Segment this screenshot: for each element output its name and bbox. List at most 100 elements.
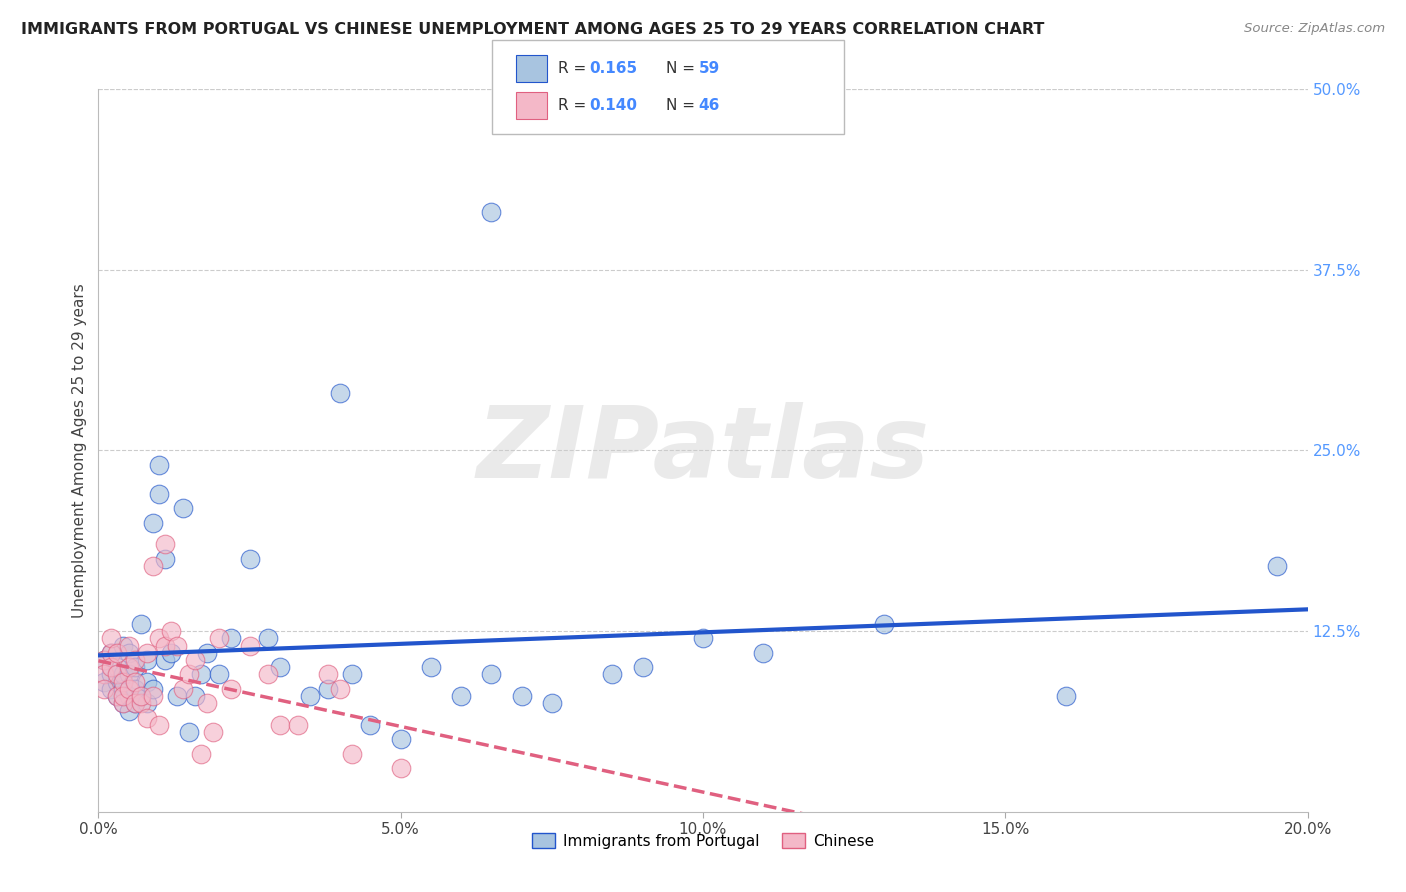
Point xyxy=(105,660,128,674)
Point xyxy=(135,653,157,667)
Point xyxy=(269,718,291,732)
Point xyxy=(195,696,218,710)
Point xyxy=(100,646,122,660)
Point xyxy=(329,385,352,400)
Point xyxy=(111,639,134,653)
Text: Source: ZipAtlas.com: Source: ZipAtlas.com xyxy=(1244,22,1385,36)
Point xyxy=(221,681,243,696)
Point xyxy=(1267,559,1289,574)
Text: N =: N = xyxy=(666,61,700,76)
Point xyxy=(124,696,146,710)
Point xyxy=(184,653,207,667)
Point xyxy=(124,681,146,696)
Point xyxy=(239,551,262,566)
Point xyxy=(316,681,339,696)
Point xyxy=(93,667,115,681)
Point xyxy=(124,653,146,667)
Point xyxy=(256,667,278,681)
Point xyxy=(135,674,157,689)
Point xyxy=(93,653,115,667)
Point xyxy=(129,616,152,631)
Point xyxy=(752,646,775,660)
Point xyxy=(239,639,262,653)
Point xyxy=(873,616,896,631)
Point xyxy=(342,667,364,681)
Point xyxy=(135,646,157,660)
Point xyxy=(111,667,134,681)
Point xyxy=(172,681,194,696)
Point xyxy=(389,761,412,775)
Point xyxy=(100,660,122,674)
Point xyxy=(329,681,352,696)
Point xyxy=(160,624,183,639)
Point xyxy=(105,674,128,689)
Point xyxy=(142,559,165,574)
Point xyxy=(202,725,225,739)
Text: IMMIGRANTS FROM PORTUGAL VS CHINESE UNEMPLOYMENT AMONG AGES 25 TO 29 YEARS CORRE: IMMIGRANTS FROM PORTUGAL VS CHINESE UNEM… xyxy=(21,22,1045,37)
Point xyxy=(105,689,128,703)
Text: 0.140: 0.140 xyxy=(589,98,637,113)
Point xyxy=(195,646,218,660)
Point xyxy=(118,689,141,703)
Point xyxy=(190,747,212,761)
Point xyxy=(148,458,170,472)
Text: R =: R = xyxy=(558,61,592,76)
Point xyxy=(269,660,291,674)
Point xyxy=(105,689,128,703)
Point xyxy=(221,632,243,646)
Point xyxy=(540,696,562,710)
Point xyxy=(118,704,141,718)
Point xyxy=(160,646,183,660)
Point xyxy=(129,689,152,703)
Point xyxy=(1054,689,1077,703)
Point xyxy=(208,632,231,646)
Point xyxy=(316,667,339,681)
Point xyxy=(153,551,176,566)
Point xyxy=(153,537,176,551)
Point xyxy=(93,674,115,689)
Point xyxy=(256,632,278,646)
Point xyxy=(142,689,165,703)
Point xyxy=(148,487,170,501)
Point xyxy=(153,653,176,667)
Point xyxy=(118,667,141,681)
Text: 59: 59 xyxy=(699,61,720,76)
Point xyxy=(118,681,141,696)
Y-axis label: Unemployment Among Ages 25 to 29 years: Unemployment Among Ages 25 to 29 years xyxy=(72,283,87,618)
Point xyxy=(287,718,309,732)
Legend: Immigrants from Portugal, Chinese: Immigrants from Portugal, Chinese xyxy=(526,827,880,855)
Point xyxy=(124,660,146,674)
Point xyxy=(420,660,443,674)
Point xyxy=(481,205,503,219)
Point xyxy=(148,718,170,732)
Point xyxy=(105,667,128,681)
Point xyxy=(142,681,165,696)
Point xyxy=(135,711,157,725)
Point xyxy=(179,667,201,681)
Point xyxy=(111,689,134,703)
Point xyxy=(100,632,122,646)
Point xyxy=(450,689,472,703)
Point xyxy=(360,718,382,732)
Point xyxy=(135,696,157,710)
Point xyxy=(100,681,122,696)
Point xyxy=(148,632,170,646)
Point xyxy=(172,501,194,516)
Text: R =: R = xyxy=(558,98,592,113)
Point xyxy=(100,646,122,660)
Point xyxy=(166,639,188,653)
Point xyxy=(100,667,122,681)
Point xyxy=(342,747,364,761)
Point xyxy=(124,696,146,710)
Point xyxy=(124,674,146,689)
Point xyxy=(190,667,212,681)
Point xyxy=(153,639,176,653)
Point xyxy=(93,653,115,667)
Point xyxy=(510,689,533,703)
Point xyxy=(93,681,115,696)
Text: ZIPatlas: ZIPatlas xyxy=(477,402,929,499)
Point xyxy=(208,667,231,681)
Point xyxy=(129,689,152,703)
Point xyxy=(111,681,134,696)
Point xyxy=(111,696,134,710)
